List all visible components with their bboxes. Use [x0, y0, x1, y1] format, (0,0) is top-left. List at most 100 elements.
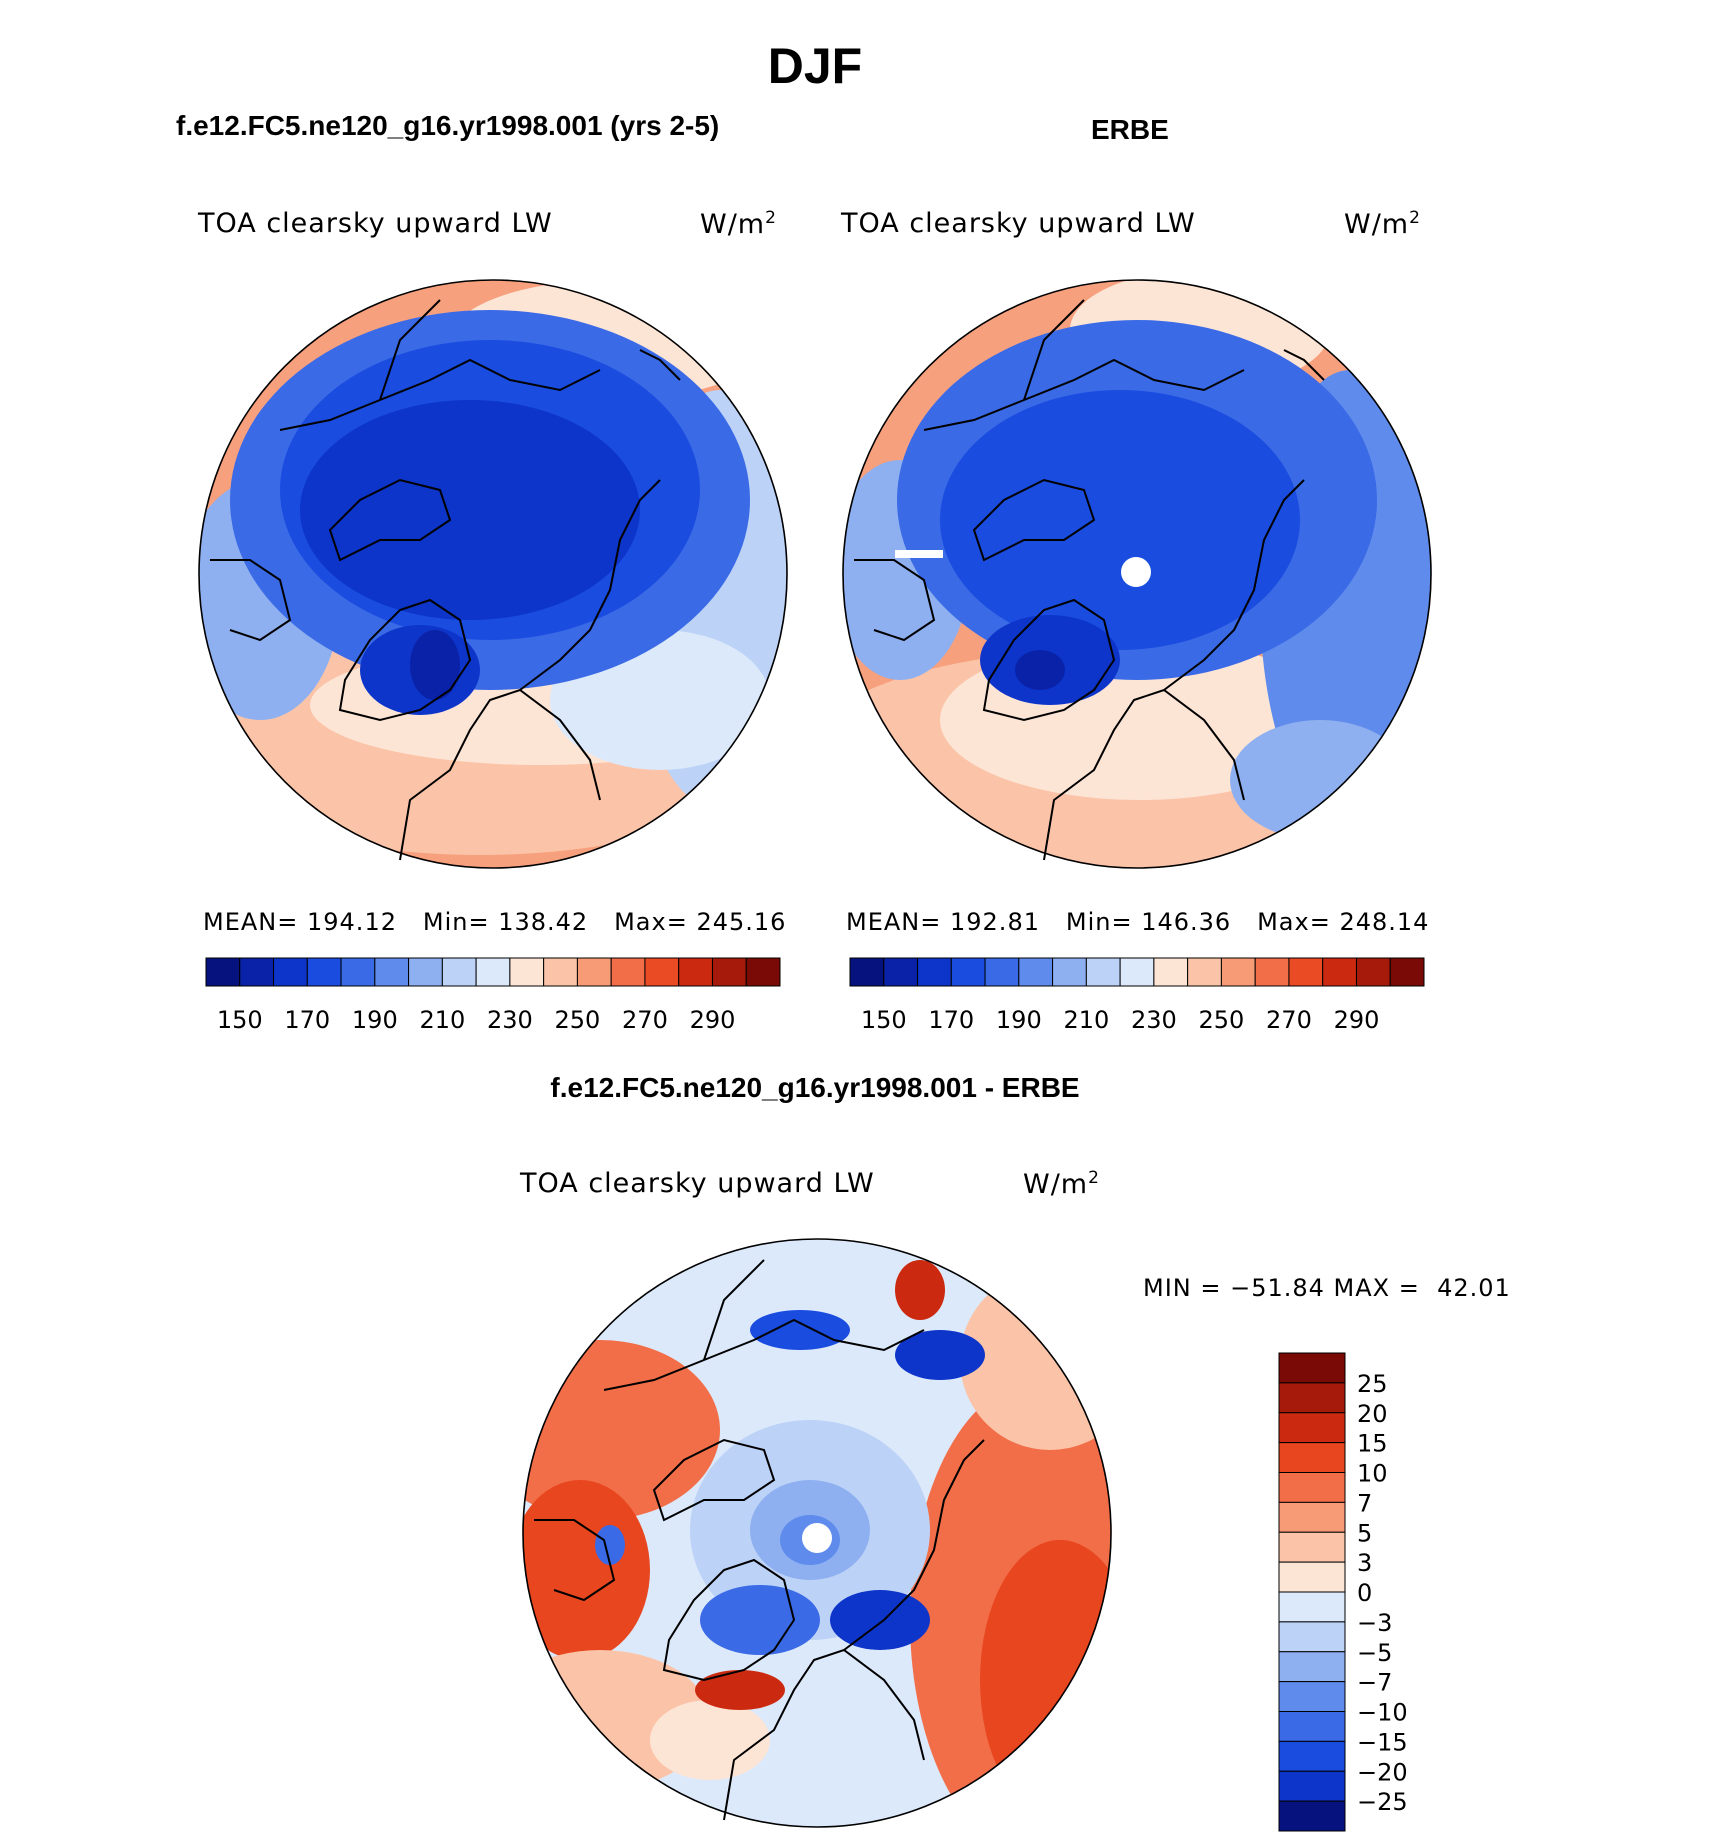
model-coastlines [210, 299, 681, 861]
colorbar-box [610, 957, 646, 987]
figure-title: DJF [767, 38, 863, 94]
colorbar-tick-label: 290 [690, 1006, 736, 1034]
colorbar-box [1278, 1442, 1346, 1473]
colorbar-box [1278, 1770, 1346, 1802]
colorbar-tick-label: 25 [1357, 1370, 1388, 1398]
colorbar-tick-label: 250 [1199, 1006, 1245, 1034]
obs-variable-label: TOA clearsky upward LW [841, 208, 1196, 239]
colorbar-box [1278, 1472, 1346, 1503]
obs-pole-missing [1121, 557, 1151, 587]
colorbar-tick-label: 270 [1266, 1006, 1312, 1034]
colorbar-box [1278, 1681, 1346, 1712]
colorbar-box [1085, 957, 1121, 987]
colorbar-box [306, 957, 342, 987]
obs-units-label: W/m2 [1344, 208, 1421, 240]
colorbar-tick-label: 210 [419, 1006, 465, 1034]
colorbar-tick-label: −3 [1357, 1609, 1392, 1637]
colorbar-box [576, 957, 612, 987]
model-units-label: W/m2 [700, 208, 777, 240]
model-stats: MEAN= 194.12 Min= 138.42 Max= 245.16 [203, 908, 787, 936]
colorbar-box [1278, 1621, 1346, 1653]
obs-colorbar: 150 170 190 210 230 250 270 290 [849, 957, 1425, 1034]
colorbar-box [205, 957, 241, 987]
colorbar-box [1278, 1740, 1346, 1772]
colorbar-box [849, 957, 885, 987]
diff-stats: MIN = −51.84 MAX = 42.01 [1143, 1274, 1511, 1302]
colorbar-tick-label: 250 [555, 1006, 601, 1034]
colorbar-box [408, 957, 443, 987]
colorbar-tick-label: −7 [1357, 1669, 1392, 1697]
colorbar-tick-label: 290 [1334, 1006, 1380, 1034]
colorbar-box [711, 957, 747, 987]
colorbar-box [374, 957, 410, 987]
diff-pole-missing [802, 1523, 832, 1553]
diff-units-label: W/m2 [1023, 1168, 1100, 1200]
obs-coastlines [854, 299, 1325, 861]
colorbar-tick-label: 3 [1357, 1549, 1372, 1577]
colorbar-box [1355, 957, 1391, 987]
colorbar-tick-label: −5 [1357, 1639, 1392, 1667]
colorbar-box [1278, 1800, 1346, 1832]
colorbar-box [1278, 1382, 1346, 1414]
colorbar-box [1278, 1352, 1346, 1384]
colorbar-tick-label: 0 [1357, 1579, 1372, 1607]
model-colorbar: 150 170 190 210 230 250 270 290 [205, 957, 781, 1034]
obs-panel-title: ERBE [1091, 114, 1169, 145]
colorbar-tick-label: 15 [1357, 1430, 1388, 1458]
colorbar-box [1389, 957, 1425, 987]
colorbar-box [1278, 1531, 1346, 1563]
colorbar-box [1153, 957, 1189, 987]
colorbar-box [1278, 1501, 1346, 1533]
colorbar-tick-label: 150 [861, 1006, 907, 1034]
colorbar-box [1322, 957, 1357, 987]
colorbar-tick-label: 170 [928, 1006, 974, 1034]
colorbar-box [1254, 957, 1290, 987]
colorbar-box [340, 957, 376, 987]
colorbar-tick-label: −25 [1357, 1788, 1408, 1816]
colorbar-box [1119, 957, 1155, 987]
colorbar-tick-label: −15 [1357, 1728, 1408, 1756]
colorbar-box [239, 957, 275, 987]
colorbar-box [1278, 1711, 1346, 1742]
colorbar-tick-label: 20 [1357, 1400, 1388, 1428]
colorbar-tick-label: 230 [487, 1006, 533, 1034]
colorbar-box [1220, 957, 1256, 987]
obs-stats: MEAN= 192.81 Min= 146.36 Max= 248.14 [846, 908, 1430, 936]
obs-map [843, 280, 1431, 868]
colorbar-box [678, 957, 713, 987]
colorbar-tick-label: 10 [1357, 1460, 1388, 1488]
colorbar-tick-label: 230 [1131, 1006, 1177, 1034]
colorbar-tick-label: −10 [1357, 1699, 1408, 1727]
colorbar-tick-label: 170 [284, 1006, 330, 1034]
colorbar-tick-label: 190 [352, 1006, 398, 1034]
colorbar-tick-label: 5 [1357, 1519, 1372, 1547]
colorbar-tick-label: −20 [1357, 1758, 1408, 1786]
colorbar-tick-label: 150 [217, 1006, 263, 1034]
colorbar-box [1278, 1651, 1346, 1683]
colorbar-box [441, 957, 477, 987]
colorbar-box [950, 957, 986, 987]
colorbar-box [1278, 1561, 1346, 1593]
colorbar-tick-label: 190 [996, 1006, 1042, 1034]
model-map [199, 280, 787, 868]
colorbar-box [984, 957, 1020, 987]
colorbar-box [1278, 1412, 1346, 1444]
colorbar-box [644, 957, 680, 987]
colorbar-tick-label: 7 [1357, 1489, 1372, 1517]
colorbar-box [883, 957, 919, 987]
colorbar-box [1052, 957, 1087, 987]
colorbar-box [745, 957, 781, 987]
colorbar-box [543, 957, 578, 987]
model-panel-title: f.e12.FC5.ne120_g16.yr1998.001 (yrs 2-5) [176, 110, 720, 141]
colorbar-box [475, 957, 511, 987]
colorbar-tick-label: 270 [622, 1006, 668, 1034]
diff-coastlines [534, 1259, 985, 1821]
colorbar-box [1187, 957, 1222, 987]
colorbar-box [1288, 957, 1324, 987]
colorbar-box [1018, 957, 1054, 987]
diff-variable-label: TOA clearsky upward LW [520, 1168, 875, 1199]
colorbar-tick-label: 210 [1063, 1006, 1109, 1034]
model-variable-label: TOA clearsky upward LW [198, 208, 553, 239]
